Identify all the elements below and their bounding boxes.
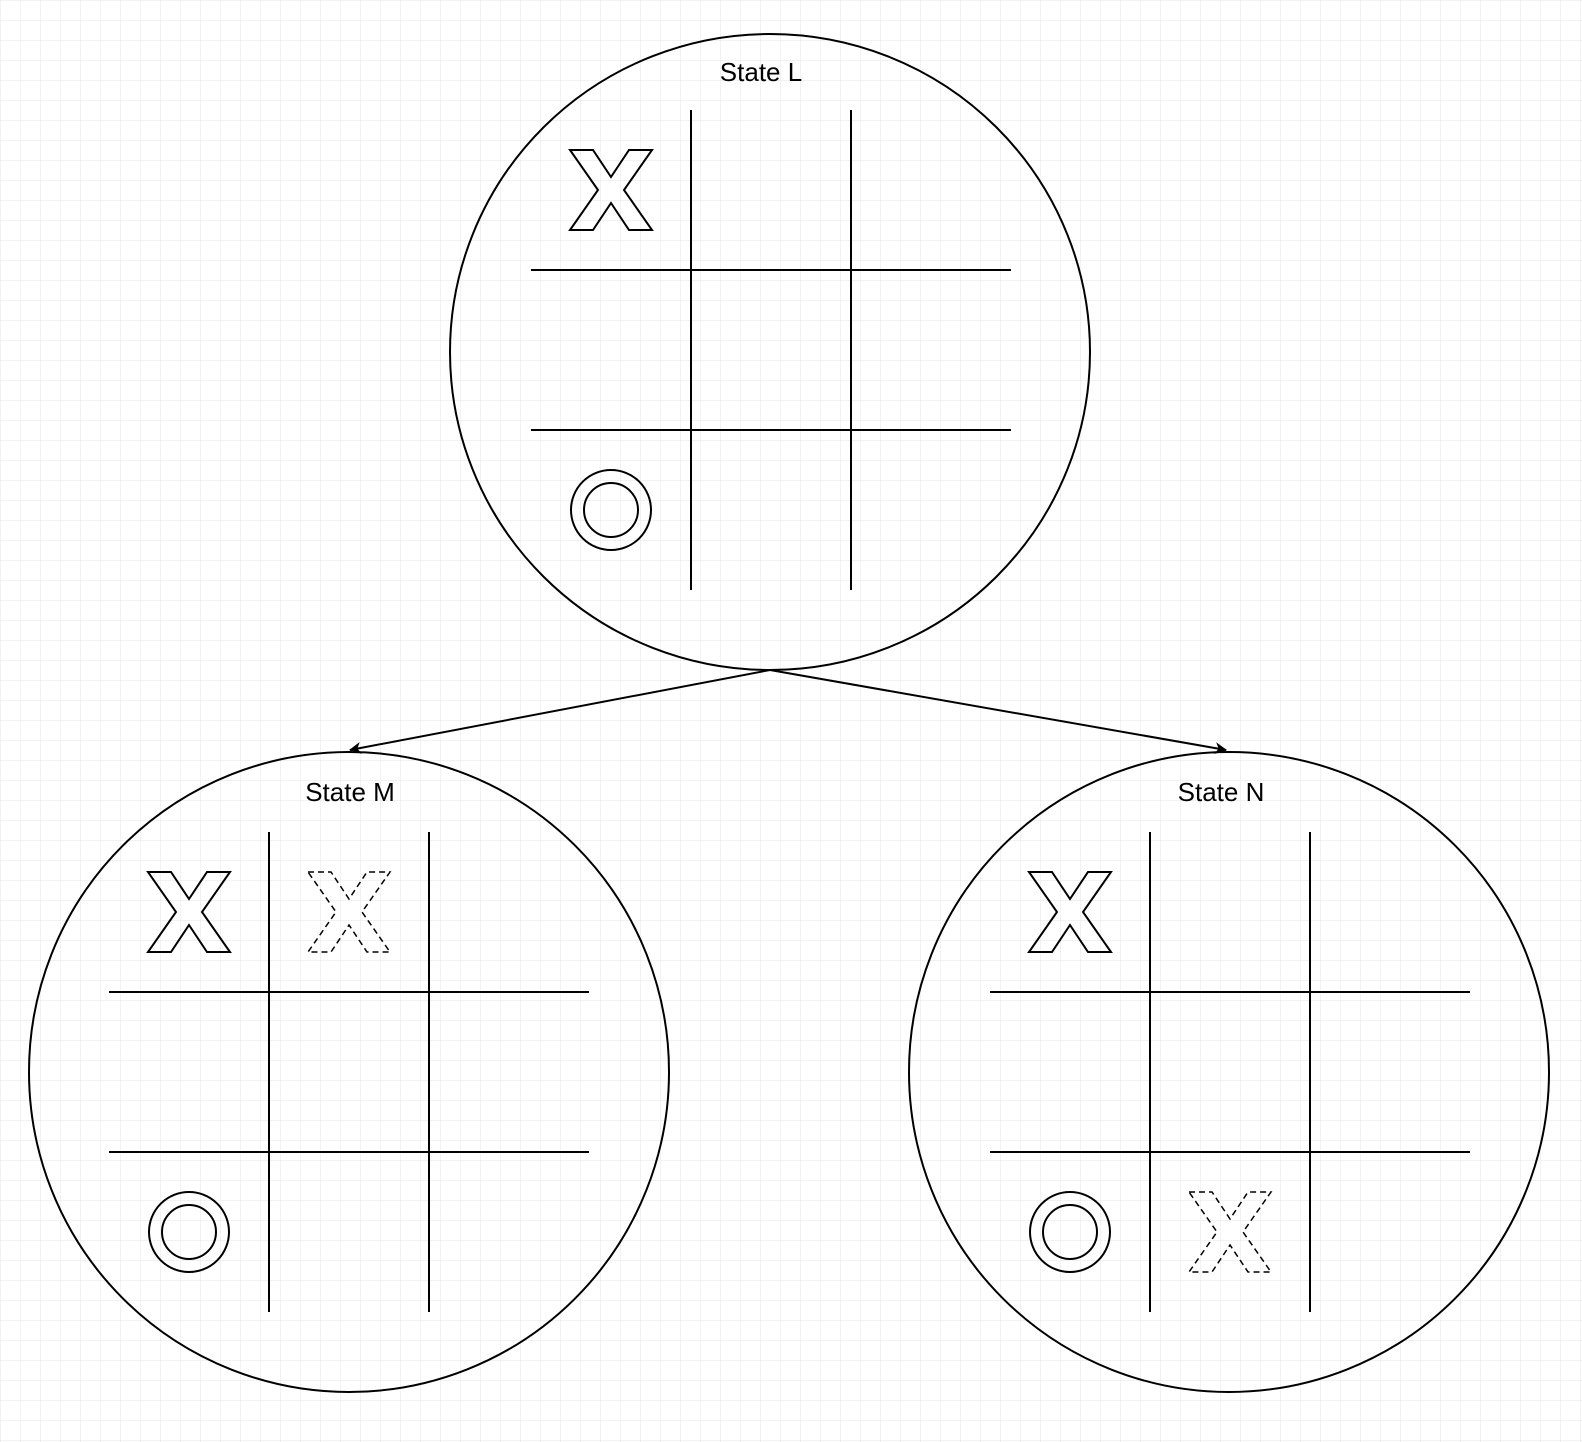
- state-m-board: [109, 832, 589, 1312]
- edges-layer: [349, 669, 1227, 755]
- state-node-m[interactable]: State M: [28, 751, 670, 1393]
- state-l-o-mark: [570, 469, 652, 551]
- state-l-circle: [449, 33, 1091, 671]
- state-l-board: [531, 110, 1011, 590]
- state-n-board: [990, 832, 1470, 1312]
- state-l-label: State L: [720, 57, 802, 87]
- edge-l-to-n[interactable]: [769, 669, 1227, 755]
- state-m-o-mark: [148, 1191, 230, 1273]
- state-n-circle: [908, 751, 1550, 1393]
- state-node-l[interactable]: State L: [449, 33, 1091, 671]
- state-m-circle: [28, 751, 670, 1393]
- state-n-x-mark: [1027, 871, 1113, 953]
- state-l-x-mark: [568, 149, 654, 231]
- state-m-new-x-mark: [306, 871, 392, 953]
- state-m-label: State M: [305, 777, 395, 807]
- state-n-o-mark: [1029, 1191, 1111, 1273]
- state-m-x-mark: [146, 871, 232, 953]
- edge-l-to-m[interactable]: [349, 669, 771, 754]
- state-n-label: State N: [1178, 777, 1265, 807]
- state-node-n[interactable]: State N: [908, 751, 1550, 1393]
- state-n-new-x-mark: [1187, 1191, 1273, 1273]
